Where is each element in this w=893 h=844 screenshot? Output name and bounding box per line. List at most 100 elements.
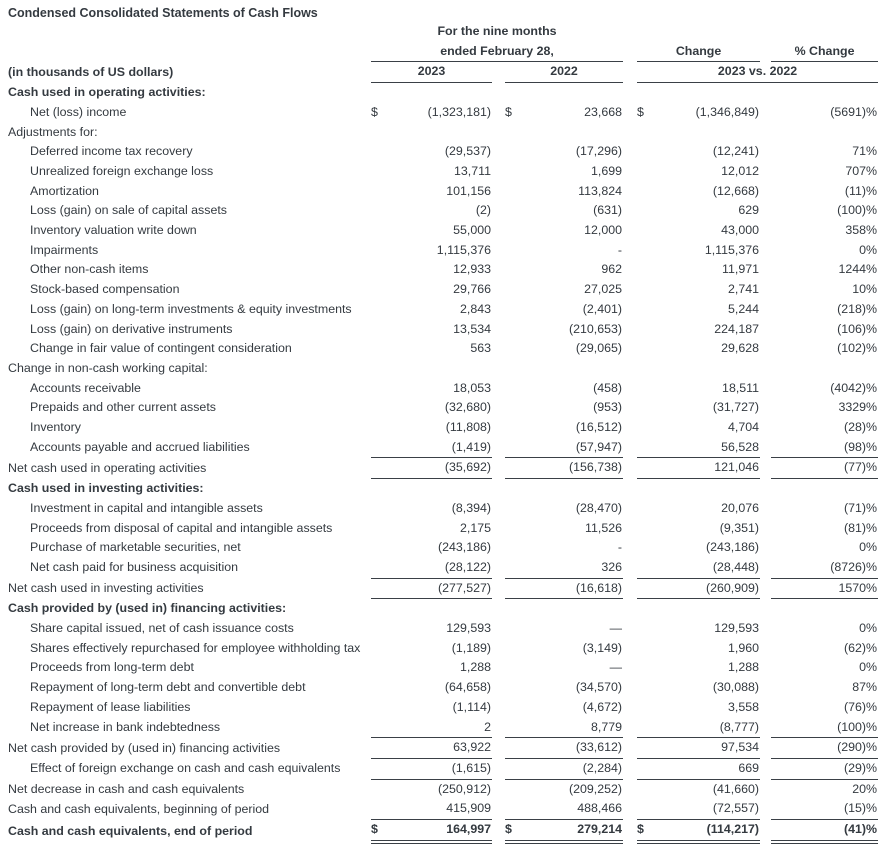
value-pct-change: 87% (852, 680, 878, 695)
column-gap (760, 458, 771, 479)
value-2022: (3,149) (582, 640, 623, 655)
value-2022: (16,618) (521, 578, 624, 600)
value-2023: 563 (470, 341, 491, 356)
value-2023: 101,156 (446, 183, 491, 198)
header-pct-change-label: % Change (771, 41, 879, 63)
row-label: Change in fair value of contingent consi… (30, 341, 292, 356)
value-pct-change: 0% (859, 660, 878, 675)
value-2022 (521, 359, 623, 379)
value-pct-change: 707% (845, 163, 878, 178)
row-label: Stock-based compensation (30, 282, 180, 297)
value-2023: 55,000 (453, 223, 491, 238)
value-change (653, 83, 760, 103)
dollar-sign-2022 (505, 599, 521, 619)
value-pct-change: (100)% (837, 203, 878, 218)
header-vs-label: 2023 vs. 2022 (637, 61, 879, 84)
value-pct-change: (62)% (843, 640, 878, 655)
dollar-sign-2022 (505, 578, 521, 600)
table-row: Cash provided by (used in) financing act… (8, 599, 878, 619)
column-gap (760, 698, 771, 718)
column-gap (623, 379, 637, 399)
value-2022: — (609, 660, 623, 675)
value-2022: (34,570) (575, 680, 623, 695)
column-gap (492, 379, 505, 399)
dollar-sign-2023 (371, 779, 387, 799)
row-label: Net cash used in operating activities (8, 460, 207, 475)
column-gap (760, 162, 771, 182)
dollar-sign-2023 (371, 280, 387, 300)
value-2023 (387, 599, 492, 619)
value-pct-change: 0% (859, 242, 878, 257)
dollar-sign-2023 (371, 457, 387, 480)
column-gap (760, 599, 771, 619)
dollar-sign-2022 (505, 339, 521, 359)
dollar-sign-2022 (505, 799, 521, 821)
value-2023 (387, 359, 492, 379)
table-row: Loss (gain) on long-term investments & e… (8, 300, 878, 320)
value-change: (260,909) (653, 578, 761, 600)
value-pct-change: 1244% (838, 262, 878, 277)
row-label: Net (loss) income (30, 104, 127, 119)
dollar-sign-2023 (371, 221, 387, 241)
column-gap (623, 438, 637, 458)
value-change: (12,668) (712, 183, 760, 198)
column-gap (623, 320, 637, 340)
value-2022 (521, 83, 623, 103)
column-gap (492, 182, 505, 202)
table-row: Impairments 1,115,376 - 1,115,376 0% (8, 241, 878, 261)
value-change: 12,012 (721, 163, 760, 178)
table-row: Cash used in investing activities: (8, 479, 878, 499)
value-pct-change: (106)% (837, 321, 878, 336)
dollar-sign-2022 (505, 678, 521, 698)
table-row: Purchase of marketable securities, net (2… (8, 538, 878, 558)
column-gap (492, 538, 505, 558)
table-row: Amortization 101,156 113,824 (12,668) (11)% (8, 182, 878, 202)
row-label: Adjustments for: (8, 124, 98, 139)
dollar-sign-2023 (371, 557, 387, 579)
dollar-sign-2022 (505, 457, 521, 480)
header-spacer (760, 42, 771, 62)
dollar-sign-2022 (505, 300, 521, 320)
table-row: Other non-cash items 12,933 962 11,971 1244% (8, 260, 878, 280)
row-label: Deferred income tax recovery (30, 144, 193, 159)
value-pct-change: (11)% (844, 183, 878, 198)
dollar-sign-2022 (505, 320, 521, 340)
value-pct-change: 71% (852, 144, 878, 159)
row-label: Loss (gain) on sale of capital assets (30, 203, 227, 218)
column-gap (760, 379, 771, 399)
dollar-sign-2022 (505, 619, 521, 639)
value-2023: (243,186) (437, 540, 491, 555)
table-row: Prepaids and other current assets (32,680… (8, 398, 878, 418)
table-row: Accounts payable and accrued liabilities… (8, 437, 879, 459)
column-gap (623, 558, 637, 578)
value-2022: - (617, 540, 623, 555)
column-gap (492, 578, 505, 599)
dollar-sign-change (637, 457, 654, 480)
column-gap (492, 142, 505, 162)
table-row: Repayment of lease liabilities (1,114) (4,… (8, 698, 878, 718)
value-2022: 8,779 (521, 717, 624, 739)
value-change: 56,528 (653, 437, 761, 459)
value-pct-change: (102)% (837, 341, 878, 356)
header-spacer (623, 62, 637, 83)
row-label: Share capital issued, net of cash issuan… (30, 621, 294, 636)
value-change: 3,558 (728, 699, 760, 714)
cash-flow-table: For the nine months ended February 28, C… (8, 22, 879, 844)
dollar-sign-2023 (371, 320, 387, 340)
dollar-sign-2022 (505, 221, 521, 241)
value-2022: 279,214 (521, 819, 624, 844)
header-change-label: Change (637, 41, 761, 63)
value-2023: (64,658) (444, 680, 491, 695)
column-gap (492, 738, 505, 759)
dollar-sign-2023 (371, 123, 387, 143)
dollar-sign-change (637, 499, 653, 519)
dollar-sign-2022 (505, 717, 521, 739)
value-2023: (250,912) (437, 781, 491, 796)
column-gap (492, 558, 505, 578)
value-2023 (387, 479, 492, 499)
row-label: Repayment of lease liabilities (30, 699, 191, 714)
value-2022: (156,738) (521, 457, 624, 480)
dollar-sign-2022 (505, 359, 521, 379)
column-gap (760, 280, 771, 300)
value-change: 129,593 (714, 621, 760, 636)
